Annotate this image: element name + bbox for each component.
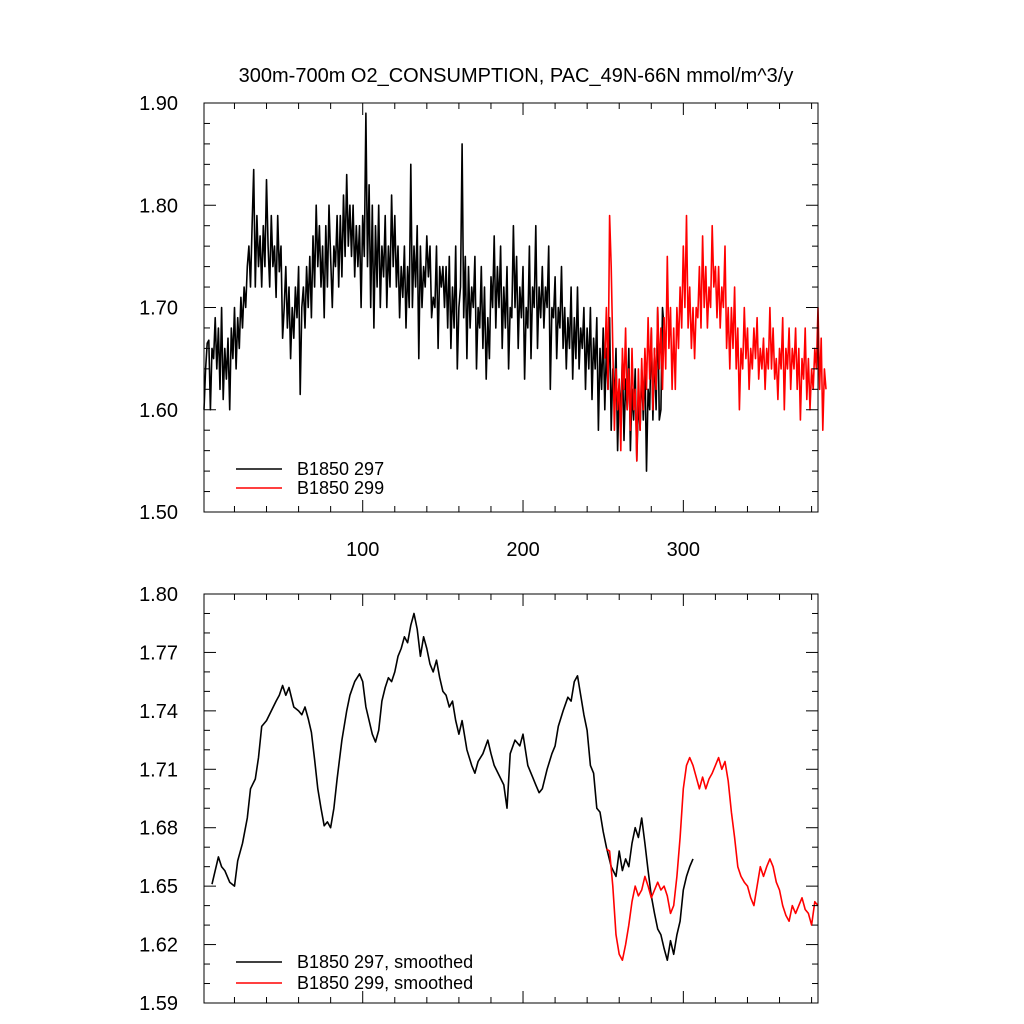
series-line-2 [605,756,819,962]
y-tick-label: 1.65 [139,876,178,898]
x-tick-label: 100 [346,539,379,561]
x-tick-label: 300 [667,539,700,561]
y-tick-label: 1.60 [139,400,178,422]
y-tick-label: 1.70 [139,298,178,320]
legend-label-1: B1850 297 [297,459,384,479]
series-line-2 [604,214,827,462]
y-tick-label: 1.71 [139,759,178,781]
legend-label-1: B1850 297, smoothed [297,952,473,972]
y-tick-label: 1.50 [139,502,178,524]
y-tick-label: 1.68 [139,818,178,840]
plot-frame [203,593,819,1004]
bottom-panel: 1.59 1.62 1.65 1.68 1.71 1.74 1.77 1.80 B1850 29… [139,584,819,1015]
series-line-1 [203,112,665,472]
y-tick-label: 1.59 [139,993,178,1015]
legend-label-2: B1850 299, smoothed [297,973,473,993]
y-tick-label: 1.80 [139,584,178,606]
series-line-1 [211,612,694,962]
top-panel: 1.50 1.60 1.70 1.80 1.90 100 200 300 B1850 297B1… [139,93,827,561]
legend-label-2: B1850 299 [297,478,384,498]
y-tick-label: 1.90 [139,93,178,115]
y-tick-label: 1.80 [139,195,178,217]
x-tick-label: 200 [506,539,539,561]
chart-title: 300m-700m O2_CONSUMPTION, PAC_49N-66N mm… [239,65,794,87]
y-tick-label: 1.74 [139,701,178,723]
y-tick-label: 1.77 [139,642,178,664]
y-tick-label: 1.62 [139,935,178,957]
